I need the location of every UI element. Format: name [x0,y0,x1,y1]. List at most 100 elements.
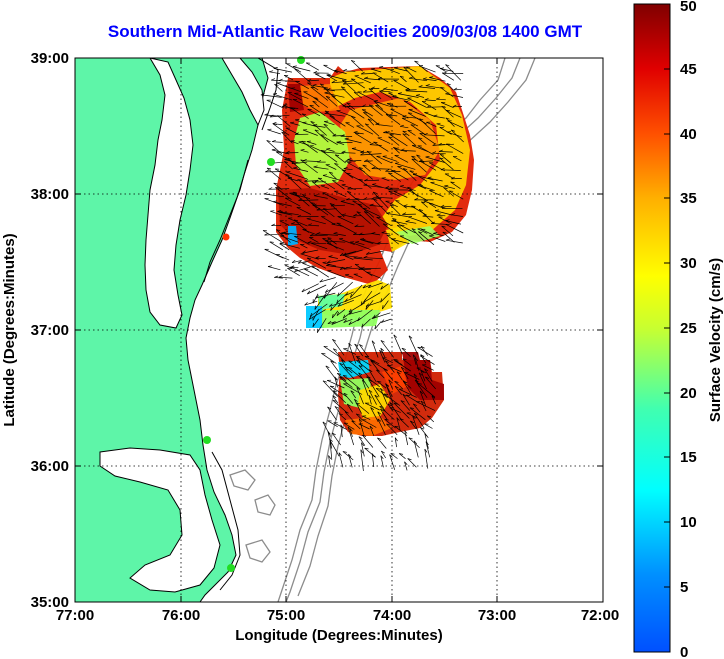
current-vector-head [271,148,276,151]
current-vector-head [386,211,391,214]
current-vector [311,265,329,278]
current-vector [274,277,283,279]
current-vector [370,407,379,422]
current-vector-head [322,174,327,176]
colorbar-tick: 50 [680,0,697,15]
current-vector-head [411,228,416,231]
current-vector [341,254,363,259]
current-vector-head [340,134,345,137]
current-vector-head [348,342,352,347]
current-vector [329,439,340,457]
current-vector [418,65,436,73]
current-vector-head [322,238,327,240]
current-vector-head [323,345,328,348]
current-vector-head [413,373,418,377]
current-vector [451,214,463,217]
current-vector-head [267,167,272,170]
current-vector [313,97,329,108]
current-vector [358,233,374,236]
current-vector-head [429,76,434,78]
current-vector-head [313,123,318,126]
current-vector [358,372,370,389]
current-vector-head [391,238,396,240]
current-vector [322,175,344,182]
current-vector [450,181,461,189]
current-vector-head [394,147,399,150]
current-vector-head [356,413,361,416]
current-vector-head [278,78,283,82]
current-vector-head [350,390,355,394]
current-vector-head [301,140,306,143]
colorbar-tick: 45 [680,61,697,78]
current-vector [294,68,311,83]
current-vector [321,353,337,364]
current-vector-head [297,260,302,264]
current-vector-head [416,154,421,157]
current-vector [276,82,292,89]
current-vector [404,372,420,380]
current-vector-head [332,180,337,182]
current-vector [384,418,396,429]
current-vector [354,263,373,277]
current-vector [361,442,365,457]
current-vector [406,66,417,73]
current-vector [366,376,380,388]
current-vector [350,284,363,298]
current-vector-head [362,379,366,384]
current-vector [389,134,408,147]
current-vector-head [368,88,373,90]
current-vector [373,100,384,110]
current-vector [326,74,347,81]
current-vector [291,193,311,199]
current-vector [379,90,392,99]
current-vector-head [360,71,365,75]
current-vector-head [307,223,312,226]
colorbar-label: Surface Velocity (cm/s) [707,258,724,422]
current-vector-head [277,209,282,212]
current-vector [327,321,337,324]
current-vector-head [328,255,333,257]
current-vector [326,242,345,251]
current-vector [287,177,299,182]
current-vector-head [337,292,340,297]
current-vector-head [422,214,427,217]
current-vector-head [341,86,346,89]
current-vector-head [300,159,305,162]
current-vector-head [362,89,367,93]
current-vector [393,402,410,419]
y-tick-labels: 35:00 36:00 37:00 38:00 39:00 [31,50,69,611]
current-vector [398,388,417,398]
current-vector [354,343,363,357]
current-vector [320,185,330,189]
current-vector-head [343,266,348,270]
current-vector [329,115,346,127]
current-vector [403,100,418,110]
current-vector-head [368,379,372,382]
current-vector-head [365,123,369,126]
current-vector [424,134,445,137]
current-vector-head [369,142,374,145]
current-vector [287,268,300,276]
current-vector-head [329,171,334,174]
current-vector-head [343,68,348,72]
current-vector-head [430,181,435,183]
current-vector-head [340,200,345,202]
current-vector [367,118,375,126]
pamlico-sound [99,447,221,593]
current-vector [275,254,290,261]
current-vector-head [271,139,276,143]
current-vector-head [272,121,277,125]
current-vector [383,88,398,92]
current-vector [323,346,340,357]
current-vector [285,174,302,190]
current-vector [379,406,395,420]
current-vector-head [402,133,407,136]
current-vector [334,70,347,74]
current-vector-head [301,113,306,115]
current-vector-head [326,73,331,76]
current-vector-head [404,100,409,102]
current-vector [392,96,410,101]
current-vector-head [408,437,413,440]
current-vector-head [324,91,329,94]
